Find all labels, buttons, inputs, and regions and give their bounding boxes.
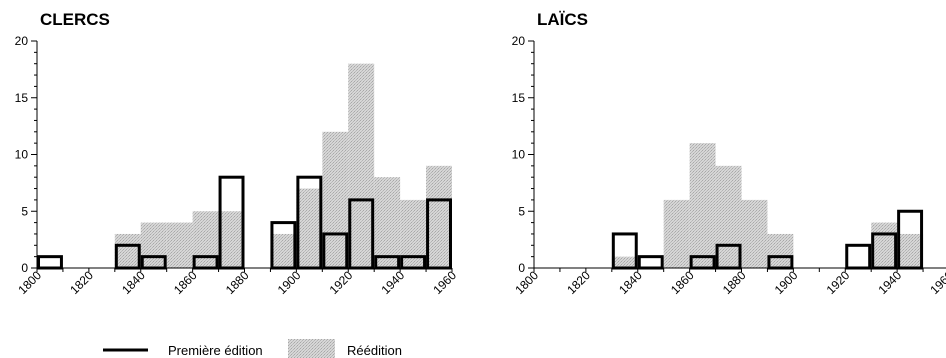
legend-label-premiere-edition: Première édition — [168, 343, 263, 358]
reedition-bar — [767, 233, 794, 268]
reedition-bar — [192, 211, 219, 268]
x-tick-label: 1940 — [875, 268, 904, 297]
reedition-bar — [663, 199, 690, 268]
legend-label-reedition: Réédition — [347, 343, 402, 358]
x-tick-label: 1900 — [275, 268, 304, 297]
y-tick-label: 20 — [512, 34, 526, 48]
reedition-bar — [611, 256, 638, 268]
reedition-bar — [114, 233, 141, 268]
x-tick-label: 1860 — [668, 268, 697, 297]
reedition-bar — [270, 233, 297, 268]
x-tick-label: 1940 — [378, 268, 407, 297]
x-tick-label: 1800 — [15, 268, 44, 297]
x-tick-label: 1900 — [772, 268, 801, 297]
y-tick-label: 15 — [15, 91, 29, 105]
y-tick-label: 0 — [518, 261, 525, 275]
y-tick-label: 5 — [21, 204, 28, 218]
x-tick-label: 1820 — [67, 268, 96, 297]
reedition-bar — [715, 165, 742, 268]
x-tick-label: 1840 — [119, 268, 148, 297]
x-tick-label: 1820 — [564, 268, 593, 297]
x-tick-label: 1800 — [512, 268, 541, 297]
x-tick-label: 1880 — [720, 268, 749, 297]
y-tick-label: 5 — [518, 204, 525, 218]
x-tick-label: 1920 — [327, 268, 356, 297]
reedition-bar — [871, 222, 898, 268]
premiere-edition-bar — [845, 243, 872, 270]
reedition-bar — [218, 211, 245, 268]
x-tick-label: 1960 — [430, 268, 459, 297]
reedition-bars — [611, 143, 924, 268]
reedition-bar — [296, 188, 323, 268]
x-tick-label: 1920 — [824, 268, 853, 297]
x-tick-label: 1860 — [171, 268, 200, 297]
chart-title: CLERCS — [40, 10, 110, 29]
x-tick-label: 1960 — [927, 268, 946, 297]
reedition-bar — [741, 199, 768, 268]
y-tick-label: 20 — [15, 34, 29, 48]
legend: Première édition Réédition — [103, 339, 402, 358]
y-tick-label: 15 — [512, 91, 526, 105]
reedition-bar — [166, 222, 193, 268]
reedition-bar — [689, 143, 716, 268]
premiere-edition-bar — [637, 255, 664, 270]
chart-panel-clercs: CLERCS 0 5 10 15 20 1800 1820 1840 1860 1880 1900 1… — [15, 10, 460, 297]
reedition-bar — [897, 233, 924, 268]
y-tick-label: 10 — [15, 148, 29, 162]
x-tick-label: 1840 — [616, 268, 645, 297]
premiere-edition-bar — [37, 255, 63, 270]
y-tick-label: 10 — [512, 148, 526, 162]
y-tick-label: 0 — [21, 261, 28, 275]
reedition-bars — [114, 63, 452, 269]
reedition-bar — [140, 222, 167, 268]
x-tick-label: 1880 — [223, 268, 252, 297]
reedition-bar — [322, 131, 349, 268]
reedition-bar — [348, 63, 375, 269]
chart-title: LAÏCS — [537, 10, 588, 29]
reedition-bar — [426, 165, 452, 268]
reedition-bar — [374, 177, 401, 268]
chart-panel-laics: LAÏCS 0 5 10 15 20 1800 1820 1840 1860 1880 1900 19… — [512, 10, 946, 297]
legend-swatch-reedition — [288, 339, 335, 358]
